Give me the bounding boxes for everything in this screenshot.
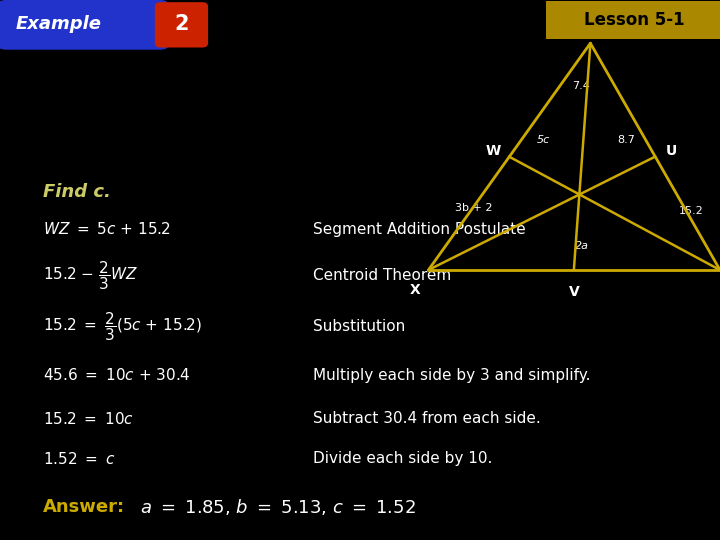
Text: 45.6 $=$ 10$\mathit{c}$ $+$ 30.4: 45.6 $=$ 10$\mathit{c}$ $+$ 30.4 [43, 367, 191, 383]
Text: Answer:: Answer: [43, 497, 125, 516]
Text: Y: Y [588, 16, 598, 30]
Text: 8.7: 8.7 [618, 136, 635, 145]
Text: $\mathit{WZ}$ $=$ 5$\mathit{c}$ $+$ 15.2: $\mathit{WZ}$ $=$ 5$\mathit{c}$ $+$ 15.2 [43, 221, 171, 238]
Text: Subtract 30.4 from each side.: Subtract 30.4 from each side. [313, 411, 541, 426]
Text: 15.2: 15.2 [679, 206, 703, 215]
Text: 2a: 2a [575, 241, 589, 251]
Text: Segment Addition Postulate: Segment Addition Postulate [313, 222, 526, 237]
Text: Lesson 5-1: Lesson 5-1 [584, 11, 685, 29]
FancyBboxPatch shape [546, 1, 720, 39]
Text: W: W [485, 144, 501, 158]
Text: Example: Example [16, 15, 102, 33]
Text: Divide each side by 10.: Divide each side by 10. [313, 451, 492, 467]
Text: 15.2 $=$ 10$\mathit{c}$: 15.2 $=$ 10$\mathit{c}$ [43, 410, 134, 427]
Text: Find c.: Find c. [43, 183, 111, 201]
Text: 7.4: 7.4 [572, 82, 590, 91]
Text: Multiply each side by 3 and simplify.: Multiply each side by 3 and simplify. [313, 368, 590, 383]
Text: 5c: 5c [537, 136, 550, 145]
Text: 15.2 $=$ $\dfrac{2}{3}$(5$\mathit{c}$ $+$ 15.2): 15.2 $=$ $\dfrac{2}{3}$(5$\mathit{c}$ $+… [43, 310, 202, 343]
Text: Substitution: Substitution [313, 319, 405, 334]
Text: 15.2 $-$ $\dfrac{2}{3}$$\mathit{WZ}$: 15.2 $-$ $\dfrac{2}{3}$$\mathit{WZ}$ [43, 259, 138, 292]
Text: V: V [569, 285, 579, 299]
Text: 1.52 $=$ $\mathit{c}$: 1.52 $=$ $\mathit{c}$ [43, 451, 116, 467]
Text: Centroid Theorem: Centroid Theorem [313, 268, 451, 283]
Text: $\mathit{a}$ $=$ 1.85, $\mathit{b}$ $=$ 5.13, $\mathit{c}$ $=$ 1.52: $\mathit{a}$ $=$ 1.85, $\mathit{b}$ $=$ … [140, 496, 416, 517]
Text: X: X [410, 284, 420, 298]
Text: U: U [665, 144, 677, 158]
FancyBboxPatch shape [155, 2, 208, 48]
Text: 3b + 2: 3b + 2 [455, 203, 492, 213]
Text: 2: 2 [174, 14, 189, 35]
FancyBboxPatch shape [0, 0, 169, 50]
